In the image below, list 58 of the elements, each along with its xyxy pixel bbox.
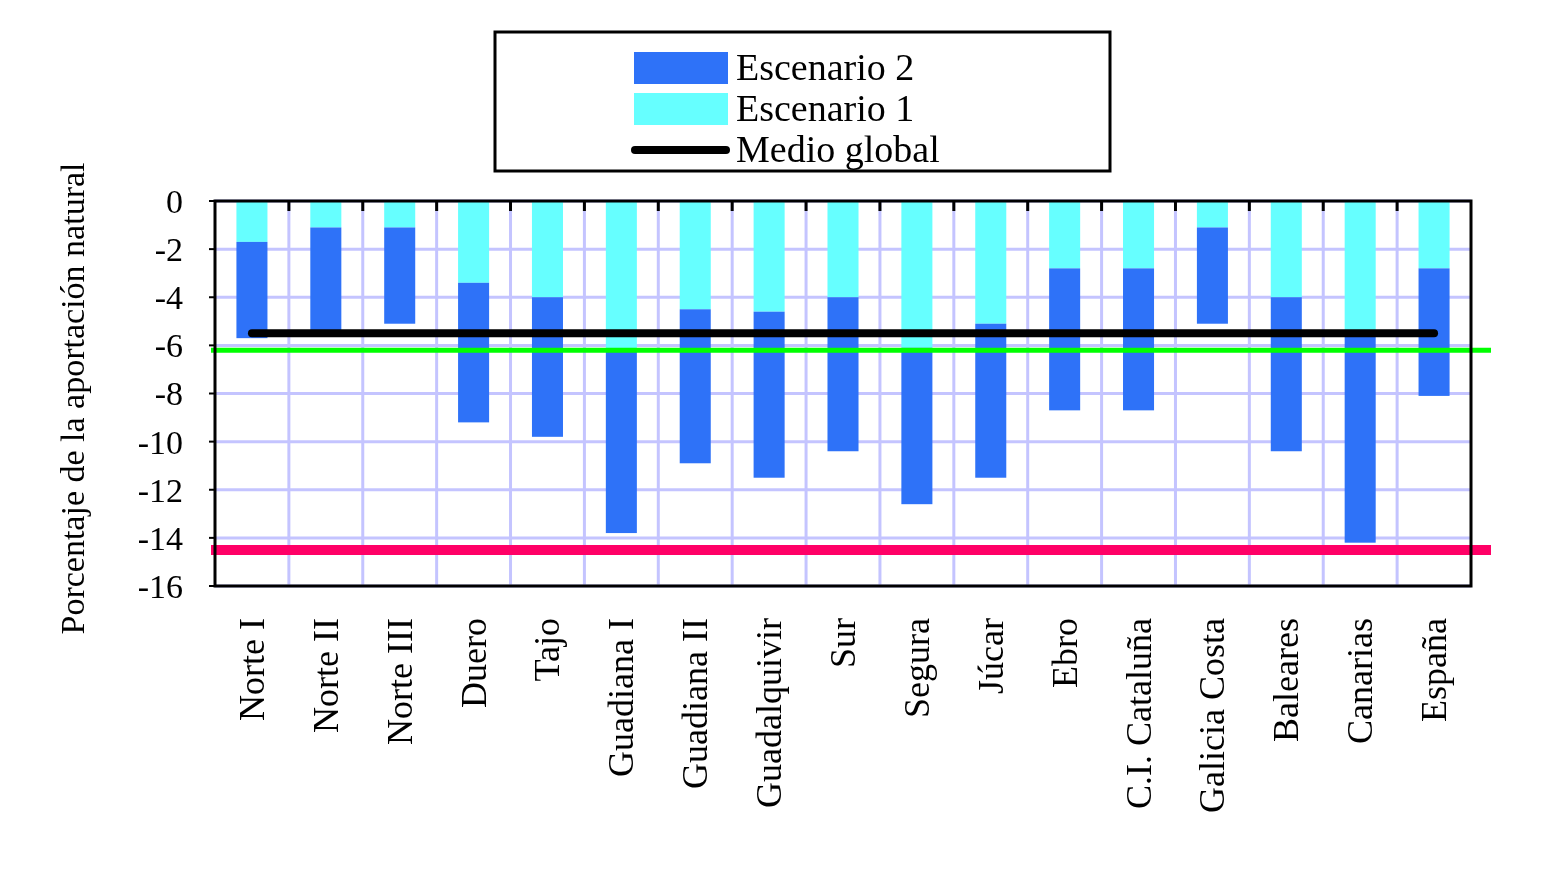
bar [1418, 201, 1450, 269]
legend-label: Escenario 2 [736, 46, 915, 88]
x-tick-label: Guadiana I [601, 618, 642, 777]
legend-label: Escenario 1 [736, 87, 915, 129]
x-tick-label: Júcar [970, 618, 1011, 694]
y-tick-label: 0 [166, 182, 183, 220]
bar [827, 201, 859, 298]
x-tick-label: Segura [896, 617, 937, 718]
x-tick-label: Norte I [231, 618, 272, 721]
bar [1196, 227, 1228, 324]
y-tick-label: -8 [154, 375, 183, 413]
bar [827, 297, 859, 452]
x-tick-label: Ebro [1044, 618, 1085, 688]
bar [975, 201, 1007, 324]
bar [1418, 268, 1450, 396]
bar [1049, 201, 1081, 269]
bar [1196, 201, 1228, 228]
x-tick-label: Tajo [527, 618, 568, 682]
bar [753, 311, 785, 478]
x-tick-label: Norte III [379, 618, 420, 745]
x-tick-label: Norte II [305, 618, 346, 733]
y-tick-label: -10 [137, 423, 183, 461]
bar [679, 309, 711, 464]
bar [1270, 297, 1302, 452]
bar [384, 201, 416, 228]
legend-label: Medio global [736, 128, 940, 170]
bar [753, 201, 785, 312]
bar [901, 201, 933, 348]
x-tick-label: España [1414, 617, 1455, 722]
x-tick-label: Guadiana II [675, 618, 716, 789]
y-tick-label: -14 [137, 519, 183, 557]
y-axis-title: Porcentaje de la aportación natural [54, 162, 91, 635]
y-tick-label: -12 [137, 471, 183, 509]
x-tick-label: Galicia Costa [1192, 617, 1233, 813]
x-tick-label: Baleares [1266, 618, 1307, 742]
bar [236, 241, 268, 339]
x-tick-label: Guadalquivir [749, 617, 790, 808]
x-tick-label: Canarias [1340, 618, 1381, 744]
bar [605, 350, 637, 534]
y-tick-label: -4 [154, 279, 183, 317]
bar [1123, 201, 1155, 269]
y-tick-label: -6 [154, 327, 183, 365]
bar [236, 201, 268, 242]
y-tick-label: -2 [154, 231, 183, 269]
x-tick-label: Duero [453, 618, 494, 708]
x-tick-label: Sur [823, 617, 863, 669]
x-tick-label: C.I. Cataluña [1118, 617, 1159, 809]
bar [531, 297, 563, 437]
y-tick-label: -16 [137, 567, 183, 605]
bar [1270, 201, 1302, 298]
bar [458, 201, 490, 283]
bar [531, 201, 563, 298]
bar [679, 201, 711, 310]
bar [384, 227, 416, 324]
bar [1344, 201, 1376, 331]
bar [605, 201, 637, 351]
bar [310, 201, 342, 228]
bar [458, 282, 490, 423]
